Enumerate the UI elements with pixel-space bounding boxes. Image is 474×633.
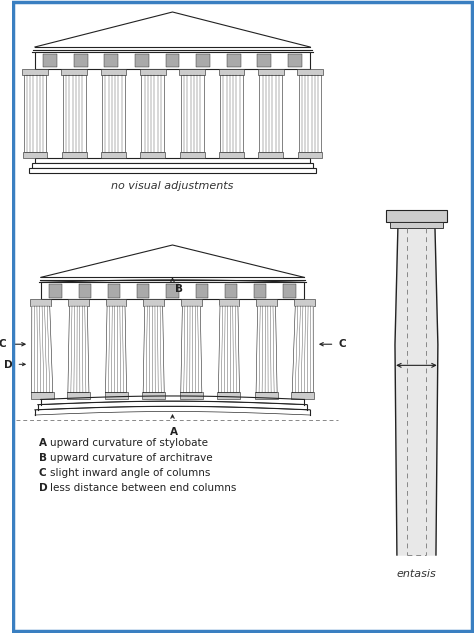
Text: no visual adjustments: no visual adjustments (111, 181, 234, 191)
Text: C: C (0, 339, 7, 349)
Bar (219, 299, 239, 306)
Bar (196, 54, 210, 67)
Bar (23, 152, 47, 158)
Bar (101, 152, 126, 158)
Bar (32, 163, 313, 168)
Bar (61, 68, 87, 75)
Polygon shape (68, 306, 89, 392)
Bar (258, 152, 283, 158)
Polygon shape (106, 306, 127, 392)
Polygon shape (143, 306, 164, 392)
Bar (41, 282, 304, 299)
Bar (30, 299, 51, 306)
Bar (180, 152, 204, 158)
Bar (219, 152, 244, 158)
Bar (297, 68, 323, 75)
Bar (29, 168, 316, 173)
Bar (68, 299, 89, 306)
Bar (390, 222, 443, 228)
Bar (258, 68, 283, 75)
Bar (43, 54, 57, 67)
Bar (180, 392, 203, 399)
Polygon shape (395, 228, 438, 555)
Bar (166, 284, 179, 298)
Bar (140, 68, 166, 75)
Bar (62, 152, 87, 158)
Bar (181, 75, 203, 152)
Bar (294, 299, 315, 306)
Bar (254, 284, 266, 298)
Text: D: D (4, 360, 12, 370)
Bar (256, 299, 277, 306)
Text: D: D (39, 483, 47, 493)
Bar (143, 299, 164, 306)
Bar (255, 392, 278, 399)
Bar (67, 392, 90, 399)
Bar (100, 68, 127, 75)
Bar (196, 284, 208, 298)
Bar (291, 392, 314, 399)
Bar (179, 68, 205, 75)
Bar (259, 75, 282, 152)
Bar (288, 54, 301, 67)
Bar (79, 284, 91, 298)
Bar (74, 54, 88, 67)
Bar (299, 75, 321, 152)
Bar (225, 284, 237, 298)
Bar (227, 54, 240, 67)
Bar (137, 284, 149, 298)
Bar (181, 299, 202, 306)
Bar (386, 210, 447, 222)
Text: B: B (175, 284, 183, 294)
Text: B: B (39, 453, 47, 463)
Text: entasis: entasis (397, 569, 436, 579)
Text: C: C (39, 468, 46, 478)
Bar (141, 75, 164, 152)
Polygon shape (181, 306, 202, 392)
Bar (35, 52, 310, 68)
Bar (142, 392, 165, 399)
Text: upward curvature of architrave: upward curvature of architrave (50, 453, 212, 463)
Polygon shape (256, 306, 277, 392)
Bar (35, 158, 310, 163)
Polygon shape (32, 306, 53, 392)
Bar (219, 68, 244, 75)
Bar (298, 152, 322, 158)
Bar (104, 54, 118, 67)
Bar (105, 392, 128, 399)
Bar (165, 54, 179, 67)
Bar (140, 152, 165, 158)
Text: less distance between end columns: less distance between end columns (50, 483, 236, 493)
Bar (24, 75, 46, 152)
Bar (283, 284, 296, 298)
Bar (31, 392, 54, 399)
Text: upward curvature of stylobate: upward curvature of stylobate (50, 438, 208, 448)
Text: C: C (338, 339, 346, 349)
Text: A: A (39, 438, 47, 448)
Bar (49, 284, 62, 298)
Bar (257, 54, 271, 67)
Bar (220, 75, 243, 152)
Bar (108, 284, 120, 298)
Bar (106, 299, 127, 306)
Bar (102, 75, 125, 152)
Bar (63, 75, 86, 152)
Polygon shape (219, 306, 239, 392)
Polygon shape (292, 306, 313, 392)
Text: slight inward angle of columns: slight inward angle of columns (50, 468, 210, 478)
Text: A: A (170, 427, 177, 437)
Bar (218, 392, 240, 399)
Bar (22, 68, 48, 75)
Bar (135, 54, 149, 67)
